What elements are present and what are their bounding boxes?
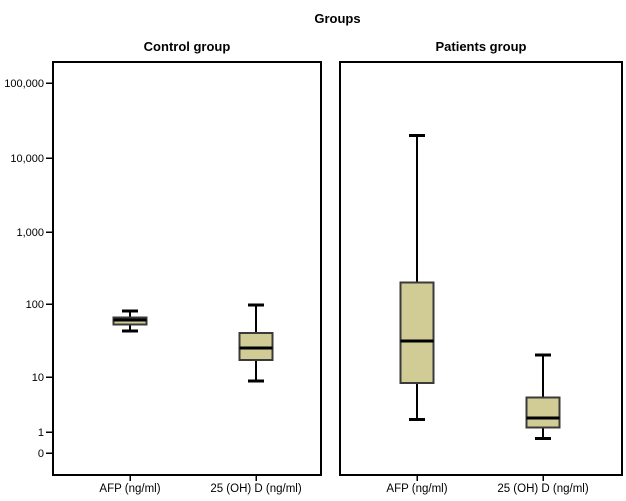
panel-title-control-group: Control group — [143, 39, 231, 54]
y-tick-label-100: 100 — [26, 299, 44, 311]
box-patients-group-afp — [399, 281, 435, 385]
y-tick-label-1: 1 — [38, 427, 44, 439]
y-tick-label-0: 0 — [38, 448, 44, 460]
panel-title-patients-group: Patients group — [435, 39, 527, 54]
y-tick-label-100000: 100,000 — [4, 78, 44, 90]
x-category-label-patients-group-25-oh-d: 25 (OH) D (ng/ml) — [497, 483, 589, 495]
box-patients-group-25-oh-d — [525, 396, 561, 429]
y-tick-label-1000: 1,000 — [16, 227, 44, 239]
panel-border-patients-group — [339, 61, 623, 476]
figure-title: Groups — [314, 11, 361, 26]
y-tick-label-10: 10 — [32, 372, 44, 384]
panel-border-control-group — [52, 61, 322, 476]
x-category-label-control-group-afp: AFP (ng/ml) — [99, 483, 160, 495]
x-category-label-patients-group-afp: AFP (ng/ml) — [386, 483, 447, 495]
x-category-label-control-group-25-oh-d: 25 (OH) D (ng/ml) — [210, 483, 302, 495]
y-tick-label-10000: 10,000 — [10, 153, 44, 165]
